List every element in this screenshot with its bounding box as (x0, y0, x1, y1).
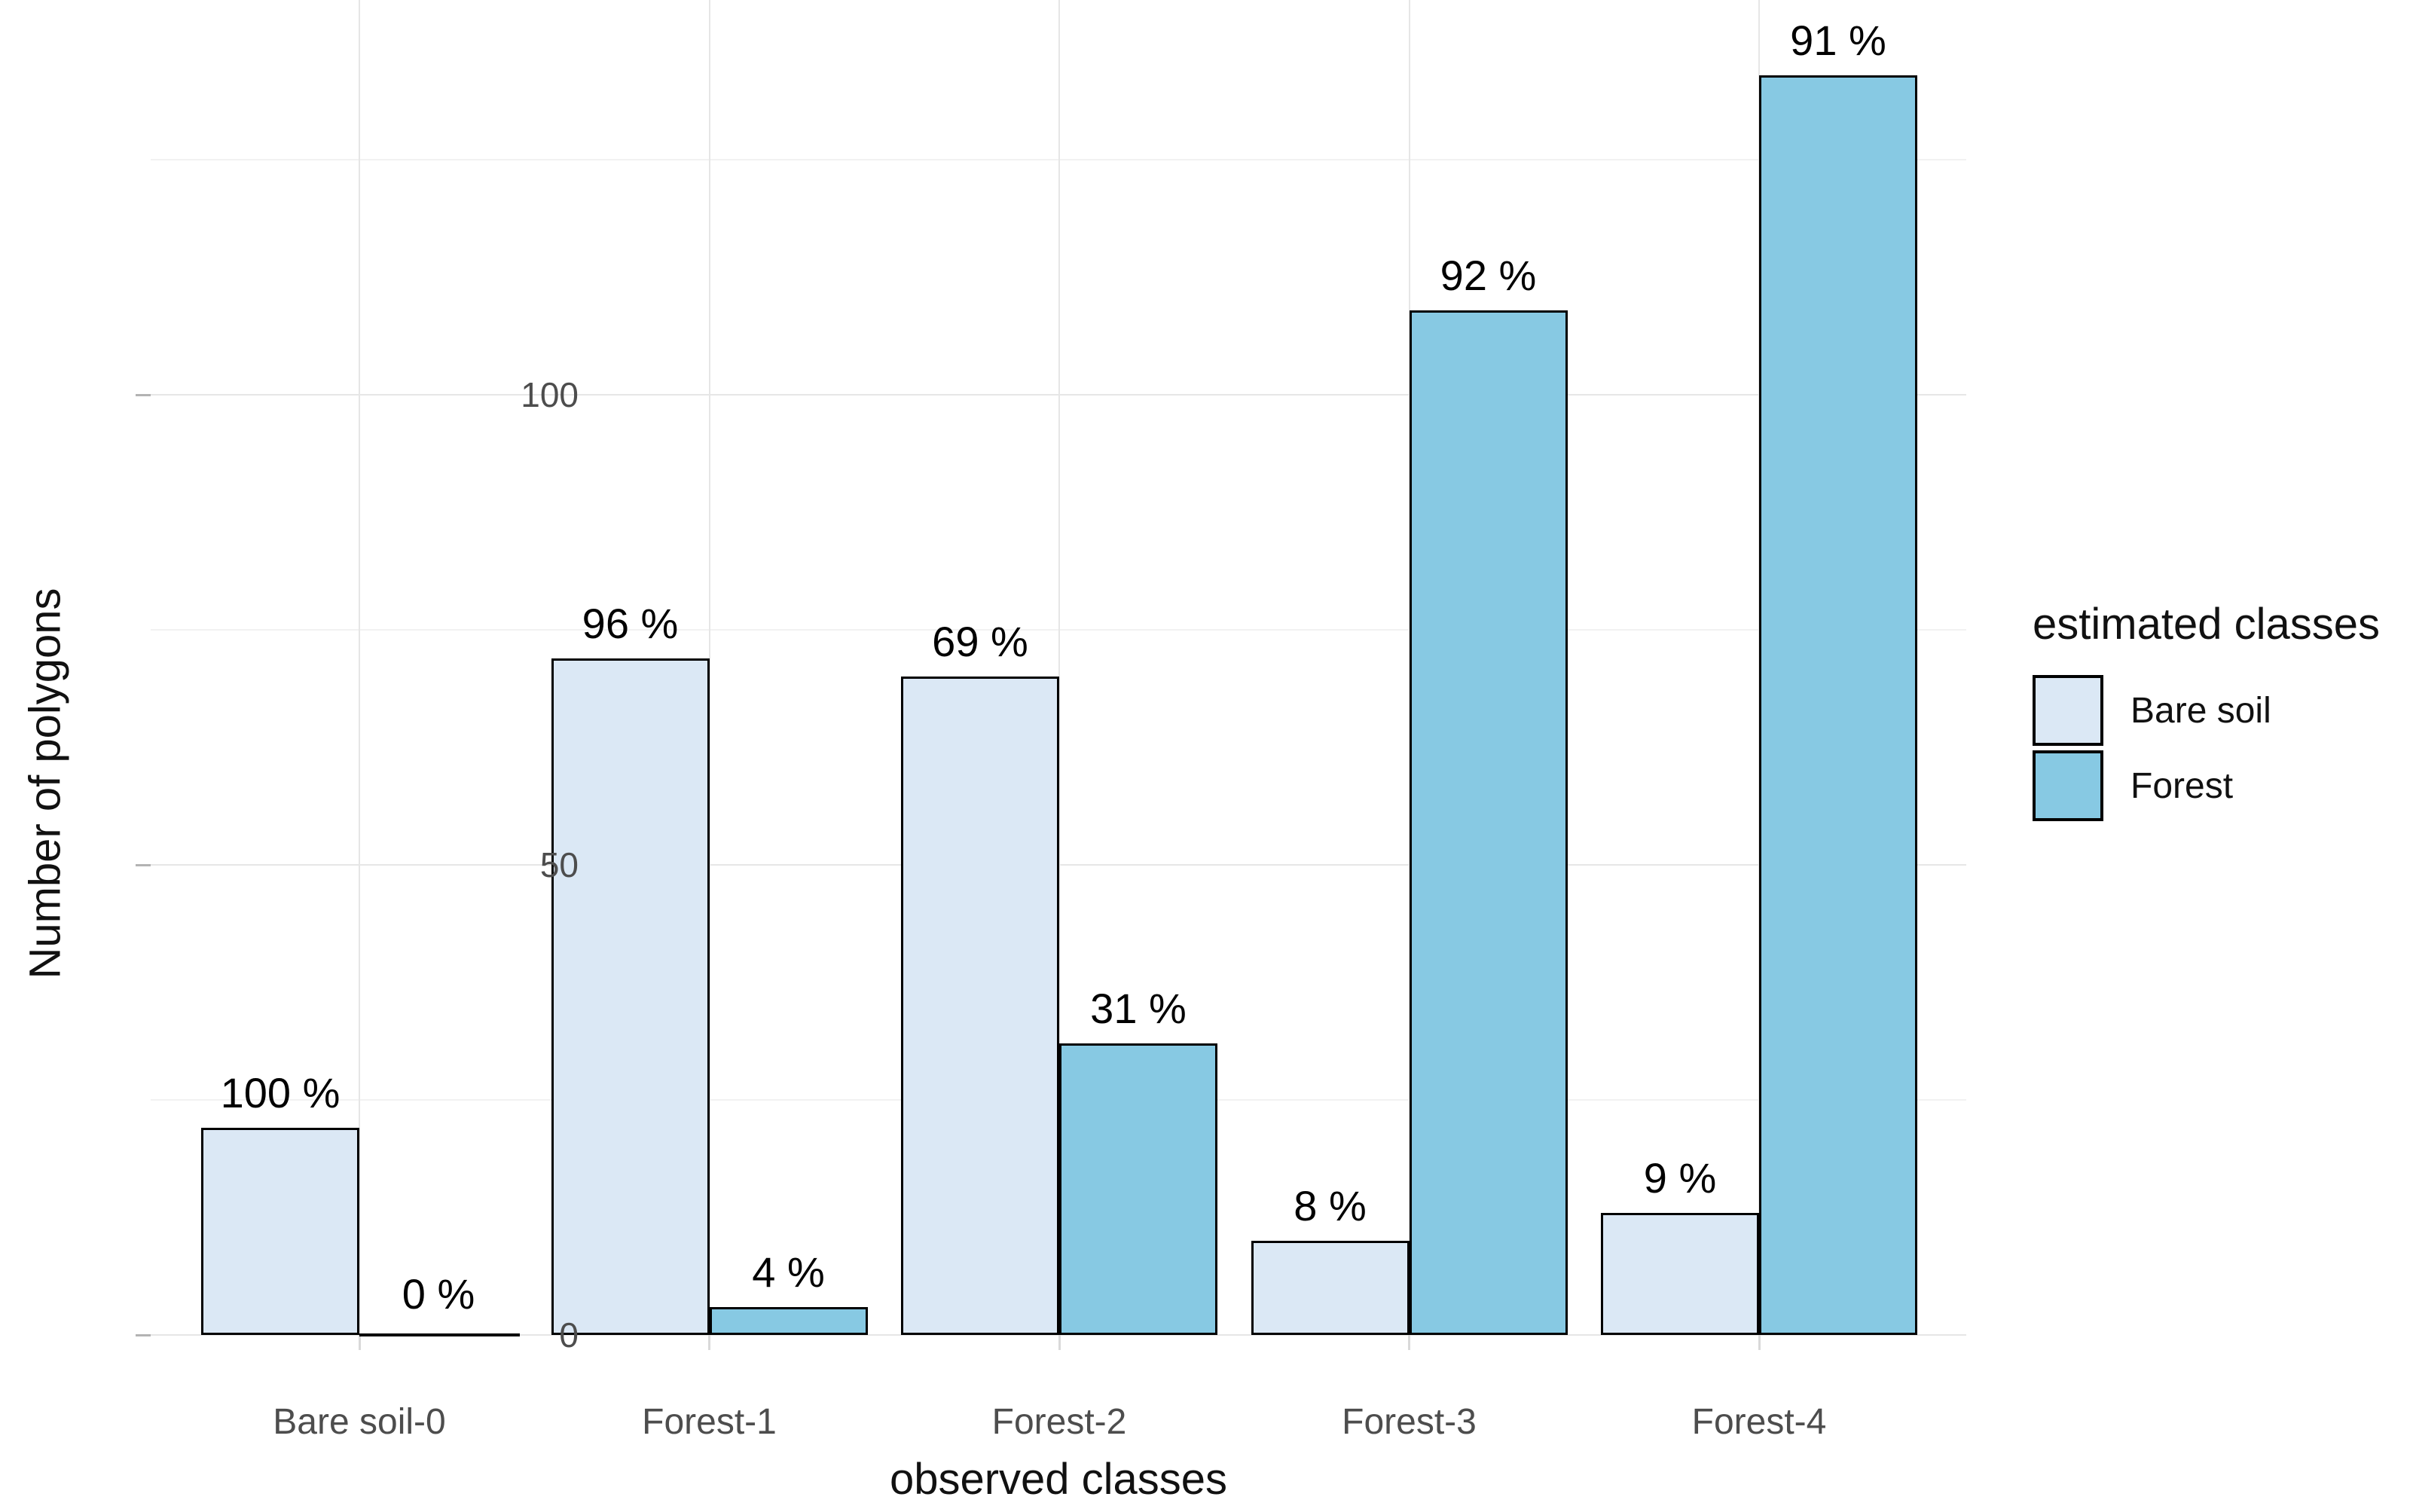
legend: estimated classes Bare soil Forest (2033, 599, 2380, 826)
bar-label: 31 % (1090, 985, 1187, 1032)
x-tick-label: Forest-4 (1691, 1402, 1827, 1442)
y-tick-label: 100 (521, 375, 579, 415)
legend-item: Bare soil (2033, 675, 2380, 746)
legend-items: Bare soil Forest (2033, 675, 2380, 821)
bar-label: 69 % (932, 618, 1028, 665)
x-tick-label: Forest-1 (642, 1402, 777, 1442)
x-tick-mark (708, 1335, 710, 1350)
bar (1601, 1213, 1759, 1335)
legend-swatch-bare-soil (2033, 675, 2103, 746)
bar (1759, 75, 1917, 1335)
gridline-x-major (359, 0, 360, 1335)
bar-label: 92 % (1440, 252, 1537, 299)
bar (1251, 1241, 1410, 1335)
y-axis-title: Number of polygons (20, 588, 70, 979)
bar (551, 658, 710, 1335)
bar (1409, 310, 1568, 1335)
y-tick-label: 0 (559, 1315, 579, 1355)
gridline-x-major (708, 0, 710, 1335)
bar (709, 1307, 868, 1335)
bar-label: 96 % (582, 600, 679, 647)
x-tick-mark (1058, 1335, 1061, 1350)
legend-title: estimated classes (2033, 600, 2380, 649)
x-tick-label: Forest-2 (991, 1402, 1127, 1442)
bar-label: 100 % (220, 1069, 341, 1116)
bar-label: 91 % (1790, 17, 1886, 64)
legend-label: Forest (2130, 765, 2234, 806)
legend-label: Bare soil (2130, 690, 2271, 731)
y-tick-mark (136, 1333, 151, 1336)
bar-label: 8 % (1294, 1182, 1367, 1229)
plot-panel: 100 % 96 % 69 % 8 % 9 % 0 % 4 % 31 % 92 % 91 % (136, 0, 1966, 1350)
bar-label: 9 % (1643, 1154, 1717, 1202)
gridline-x-major (1058, 0, 1060, 1335)
bar (359, 1333, 520, 1336)
x-axis-title: observed classes (889, 1455, 1228, 1504)
y-tick-mark (136, 863, 151, 866)
bar (1059, 1043, 1217, 1335)
legend-swatch-forest (2033, 750, 2103, 821)
x-tick-mark (1758, 1335, 1761, 1350)
x-tick-label: Bare soil-0 (273, 1402, 446, 1442)
x-tick-mark (358, 1335, 361, 1350)
bar (901, 677, 1059, 1335)
y-tick-label: 50 (539, 845, 579, 885)
x-tick-mark (1408, 1335, 1410, 1350)
bar (201, 1128, 359, 1335)
y-tick-mark (136, 393, 151, 396)
x-tick-label: Forest-3 (1342, 1402, 1477, 1442)
bar-label: 4 % (752, 1248, 825, 1296)
bar-label: 0 % (402, 1270, 475, 1318)
legend-item: Forest (2033, 750, 2380, 821)
